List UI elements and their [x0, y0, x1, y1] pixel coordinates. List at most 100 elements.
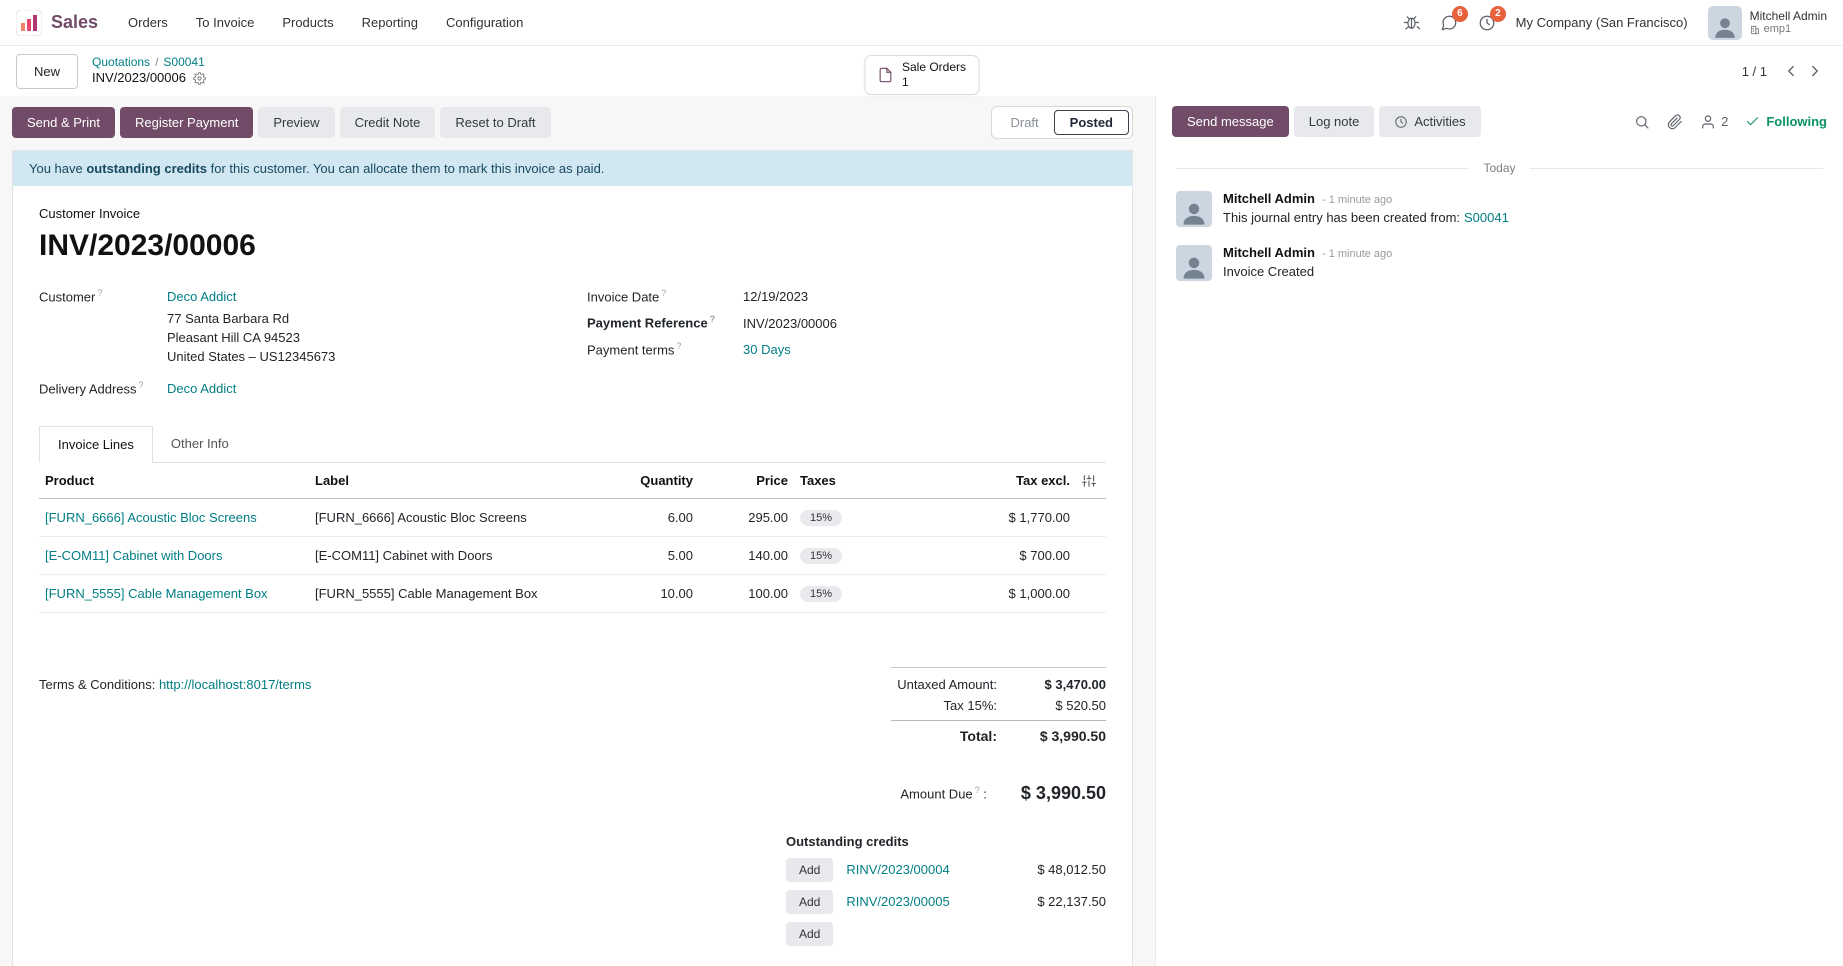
address-line: 77 Santa Barbara Rd [167, 311, 290, 327]
user-company: emp1 [1750, 23, 1827, 36]
sales-app-icon[interactable] [16, 9, 42, 36]
line-price[interactable]: 100.00 [699, 574, 794, 614]
menu-orders[interactable]: Orders [128, 15, 168, 30]
payment-terms-link[interactable]: 30 Days [743, 341, 791, 357]
message-avatar[interactable] [1176, 191, 1212, 227]
status-posted[interactable]: Posted [1053, 110, 1129, 135]
line-label[interactable]: [FURN_5555] Cable Management Box [309, 574, 609, 614]
line-label[interactable]: [E-COM11] Cabinet with Doors [309, 536, 609, 576]
column-header-subtotal[interactable]: Tax excl. [909, 463, 1076, 500]
line-subtotal: $ 1,000.00 [909, 574, 1076, 614]
credit-amount: $ 22,137.50 [1037, 894, 1106, 910]
user-company-name: emp1 [1763, 23, 1792, 36]
line-label[interactable]: [FURN_6666] Acoustic Bloc Screens [309, 498, 609, 538]
new-button[interactable]: New [16, 53, 79, 89]
chatter-icons: 2 Following [1634, 113, 1827, 130]
send-message-button[interactable]: Send message [1172, 106, 1289, 137]
line-price[interactable]: 140.00 [699, 536, 794, 576]
user-menu[interactable]: Mitchell Admin emp1 [1707, 5, 1827, 40]
help-icon: ? [661, 288, 667, 298]
add-credit-button[interactable]: Add [786, 889, 834, 914]
sale-orders-stat-button[interactable]: Sale Orders 1 [863, 55, 980, 95]
breadcrumb-sale-order[interactable]: S00041 [163, 54, 205, 69]
menu-to-invoice[interactable]: To Invoice [195, 15, 255, 30]
untaxed-amount-row: Untaxed Amount: $ 3,470.00 [891, 674, 1106, 695]
invoice-lines-table: Product Label Quantity Price Taxes Tax e… [39, 463, 1106, 651]
attachments-paperclip-icon[interactable] [1667, 113, 1683, 130]
topbar-left: Sales Orders To Invoice Products Reporti… [16, 9, 524, 36]
column-header-label[interactable]: Label [309, 463, 609, 500]
activities-button[interactable]: Activities [1379, 106, 1481, 137]
messages-icon[interactable]: 6 [1440, 5, 1468, 32]
line-product-link[interactable]: [E-COM11] Cabinet with Doors [45, 548, 223, 564]
message-avatar[interactable] [1176, 245, 1212, 281]
amount-due-label: Amount Due? : [900, 785, 987, 802]
invoice-line-row[interactable]: [FURN_5555] Cable Management Box [FURN_5… [39, 574, 1106, 614]
empty-line-area[interactable] [39, 613, 1106, 651]
followers-count: 2 [1721, 114, 1729, 129]
amount-due-row: Amount Due? : $ 3,990.50 [39, 783, 1106, 804]
invoice-line-row[interactable]: [FURN_6666] Acoustic Bloc Screens [FURN_… [39, 498, 1106, 538]
status-draft[interactable]: Draft [1010, 115, 1039, 130]
register-payment-button[interactable]: Register Payment [120, 107, 254, 138]
search-messages-icon[interactable] [1634, 114, 1650, 130]
credit-note-link[interactable]: RINV/2023/00005 [846, 894, 950, 910]
message-author[interactable]: Mitchell Admin [1223, 245, 1315, 260]
add-credit-button[interactable]: Add [786, 857, 834, 882]
terms-link[interactable]: http://localhost:8017/terms [158, 676, 312, 692]
line-quantity[interactable]: 10.00 [609, 574, 699, 614]
main: Send & Print Register Payment Preview Cr… [0, 96, 1843, 966]
column-header-product[interactable]: Product [39, 463, 309, 500]
line-quantity[interactable]: 5.00 [609, 536, 699, 576]
menu-reporting[interactable]: Reporting [361, 15, 419, 30]
breadcrumb-quotations[interactable]: Quotations [92, 54, 151, 69]
menu-configuration[interactable]: Configuration [446, 15, 524, 30]
credit-note-link[interactable]: RINV/2023/00004 [846, 862, 950, 878]
menu-products[interactable]: Products [282, 15, 334, 30]
pager-previous-icon[interactable] [1779, 59, 1803, 83]
line-price[interactable]: 295.00 [699, 498, 794, 538]
building-icon [1750, 25, 1759, 34]
preview-button[interactable]: Preview [258, 107, 335, 138]
followers-button[interactable]: 2 [1700, 114, 1728, 130]
topbar-right: 6 2 My Company (San Francisco) Mitchell … [1403, 5, 1827, 40]
message-body: Mitchell Admin - 1 minute ago Invoice Cr… [1223, 245, 1392, 281]
debug-bug-icon[interactable] [1403, 14, 1420, 31]
activities-icon[interactable]: 2 [1478, 5, 1506, 32]
customer-link[interactable]: Deco Addict [167, 289, 237, 305]
line-quantity[interactable]: 6.00 [609, 498, 699, 538]
invoice-line-row[interactable]: [E-COM11] Cabinet with Doors [E-COM11] C… [39, 536, 1106, 576]
line-tax-badge[interactable]: 15% [800, 548, 843, 565]
delivery-address-link[interactable]: Deco Addict [167, 381, 237, 397]
app-name[interactable]: Sales [51, 12, 99, 32]
invoice-date-value[interactable]: 12/19/2023 [743, 289, 809, 305]
add-credit-button[interactable]: Add [786, 921, 834, 946]
terms-label: Terms & Conditions: [39, 676, 156, 692]
payment-reference-value[interactable]: INV/2023/00006 [743, 315, 837, 331]
optional-columns-icon[interactable] [1076, 463, 1106, 500]
column-header-quantity[interactable]: Quantity [609, 463, 699, 500]
line-product-link[interactable]: [FURN_6666] Acoustic Bloc Screens [45, 510, 257, 526]
following-button[interactable]: Following [1745, 114, 1827, 129]
credit-note-button[interactable]: Credit Note [339, 107, 436, 138]
stat-label: Sale Orders [901, 60, 967, 74]
send-and-print-button[interactable]: Send & Print [12, 107, 115, 138]
column-header-price[interactable]: Price [699, 463, 794, 500]
message-author[interactable]: Mitchell Admin [1223, 191, 1315, 206]
pager-next-icon[interactable] [1803, 59, 1827, 83]
message-source-link[interactable]: S00041 [1464, 210, 1509, 225]
column-header-taxes[interactable]: Taxes [794, 463, 909, 500]
breadcrumb: Quotations / S00041 INV/2023/00006 [92, 55, 206, 87]
line-tax-badge[interactable]: 15% [800, 510, 843, 527]
line-product-link[interactable]: [FURN_5555] Cable Management Box [45, 586, 268, 602]
tab-invoice-lines[interactable]: Invoice Lines [39, 426, 153, 464]
company-switcher[interactable]: My Company (San Francisco) [1515, 15, 1688, 30]
reset-to-draft-button[interactable]: Reset to Draft [440, 107, 551, 138]
line-tax-badge[interactable]: 15% [800, 586, 843, 603]
log-note-button[interactable]: Log note [1293, 106, 1375, 137]
action-menu-gear-icon[interactable] [193, 72, 206, 86]
breadcrumb-line-2: INV/2023/00006 [92, 70, 206, 87]
tab-other-info[interactable]: Other Info [170, 436, 229, 452]
payment-terms-field: Payment terms? 30 Days [587, 336, 1106, 362]
outstanding-credit-row-partial: Add [786, 921, 1106, 946]
